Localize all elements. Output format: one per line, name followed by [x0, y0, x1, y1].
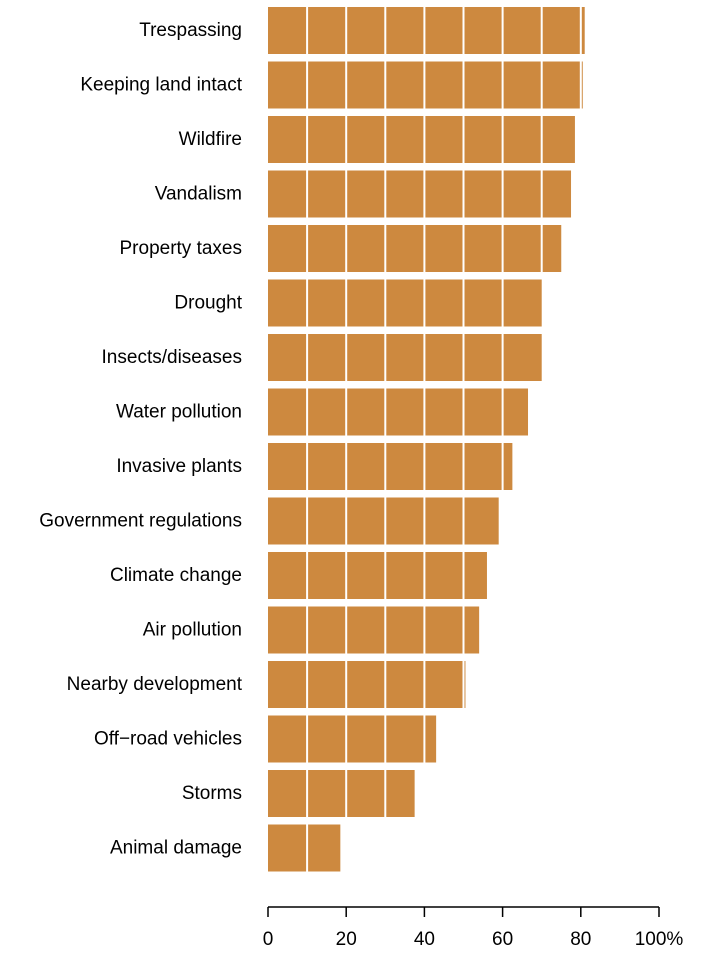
bar: [268, 7, 585, 54]
bar: [268, 279, 542, 327]
bar: [268, 552, 487, 599]
category-label: Storms: [182, 783, 242, 804]
bar: [268, 443, 513, 490]
x-tick-label: 80: [570, 929, 591, 950]
bar: [268, 770, 415, 817]
x-tick-label: 20: [336, 929, 357, 950]
category-label: Vandalism: [155, 184, 242, 205]
x-axis: 0 20 40 60 80 100%: [263, 906, 684, 950]
bar: [268, 824, 341, 872]
category-label: Animal damage: [110, 838, 242, 859]
bar-gridlines: [306, 7, 582, 872]
bar: [268, 225, 562, 272]
category-label: Keeping land intact: [80, 75, 242, 96]
bar: [268, 715, 437, 763]
category-label: Water pollution: [116, 402, 242, 423]
category-label: Climate change: [110, 565, 242, 586]
bar: [268, 388, 529, 436]
category-label: Property taxes: [120, 238, 243, 259]
category-label: Invasive plants: [116, 456, 242, 477]
bar: [268, 606, 480, 654]
x-tick-label: 60: [492, 929, 513, 950]
category-label: Insects/diseases: [102, 347, 242, 368]
bar: [268, 116, 575, 163]
bar: [268, 661, 466, 708]
x-tick-label: 0: [263, 929, 274, 950]
x-tick-label: 100%: [635, 929, 684, 950]
category-label: Air pollution: [143, 620, 242, 641]
bars-group: [268, 7, 585, 872]
category-label: Nearby development: [67, 674, 243, 695]
x-tick-label: 40: [414, 929, 435, 950]
category-label: Wildfire: [179, 129, 242, 150]
category-label: Off−road vehicles: [94, 729, 242, 750]
category-label: Trespassing: [139, 20, 242, 41]
category-labels: Trespassing Keeping land intact Wildfire Va…: [39, 20, 242, 859]
bar: [268, 334, 542, 381]
category-label: Government regulations: [39, 511, 242, 532]
category-label: Drought: [174, 293, 242, 314]
bar: [268, 170, 572, 218]
